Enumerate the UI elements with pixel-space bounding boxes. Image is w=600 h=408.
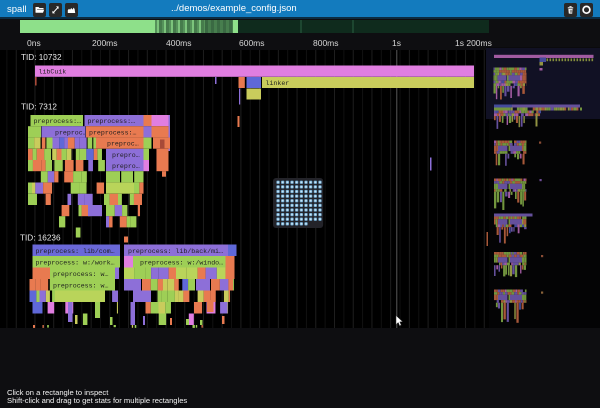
svg-text:TID: 7312: TID: 7312 bbox=[21, 103, 57, 112]
svg-text:prepro…: prepro… bbox=[112, 163, 140, 170]
svg-text:preprocess:…: preprocess:… bbox=[34, 118, 82, 125]
svg-text:preprocess: w…: preprocess: w… bbox=[53, 282, 108, 289]
svg-text:TID: 10732: TID: 10732 bbox=[21, 53, 62, 62]
svg-text:preprocess: lib/com…: preprocess: lib/com… bbox=[36, 248, 115, 255]
svg-text:libCuik: libCuik bbox=[39, 69, 67, 76]
svg-text:preprocess:…: preprocess:… bbox=[89, 129, 137, 136]
svg-text:preprocess: w…: preprocess: w… bbox=[53, 271, 108, 278]
svg-text:preprocess: lib/back/mi…: preprocess: lib/back/mi… bbox=[128, 248, 223, 255]
svg-text:preproc…: preproc… bbox=[107, 141, 139, 148]
svg-text:preprocess:…: preprocess:… bbox=[88, 118, 136, 125]
svg-text:preprocess: w:/windo…: preprocess: w:/windo… bbox=[140, 259, 223, 266]
svg-text:preproc…: preproc… bbox=[55, 129, 87, 136]
svg-text:linker: linker bbox=[266, 80, 290, 87]
svg-text:prepro…: prepro… bbox=[112, 152, 140, 159]
svg-text:TID: 16236: TID: 16236 bbox=[20, 234, 61, 243]
svg-text:preprocess: w:/work…: preprocess: w:/work… bbox=[36, 259, 115, 266]
